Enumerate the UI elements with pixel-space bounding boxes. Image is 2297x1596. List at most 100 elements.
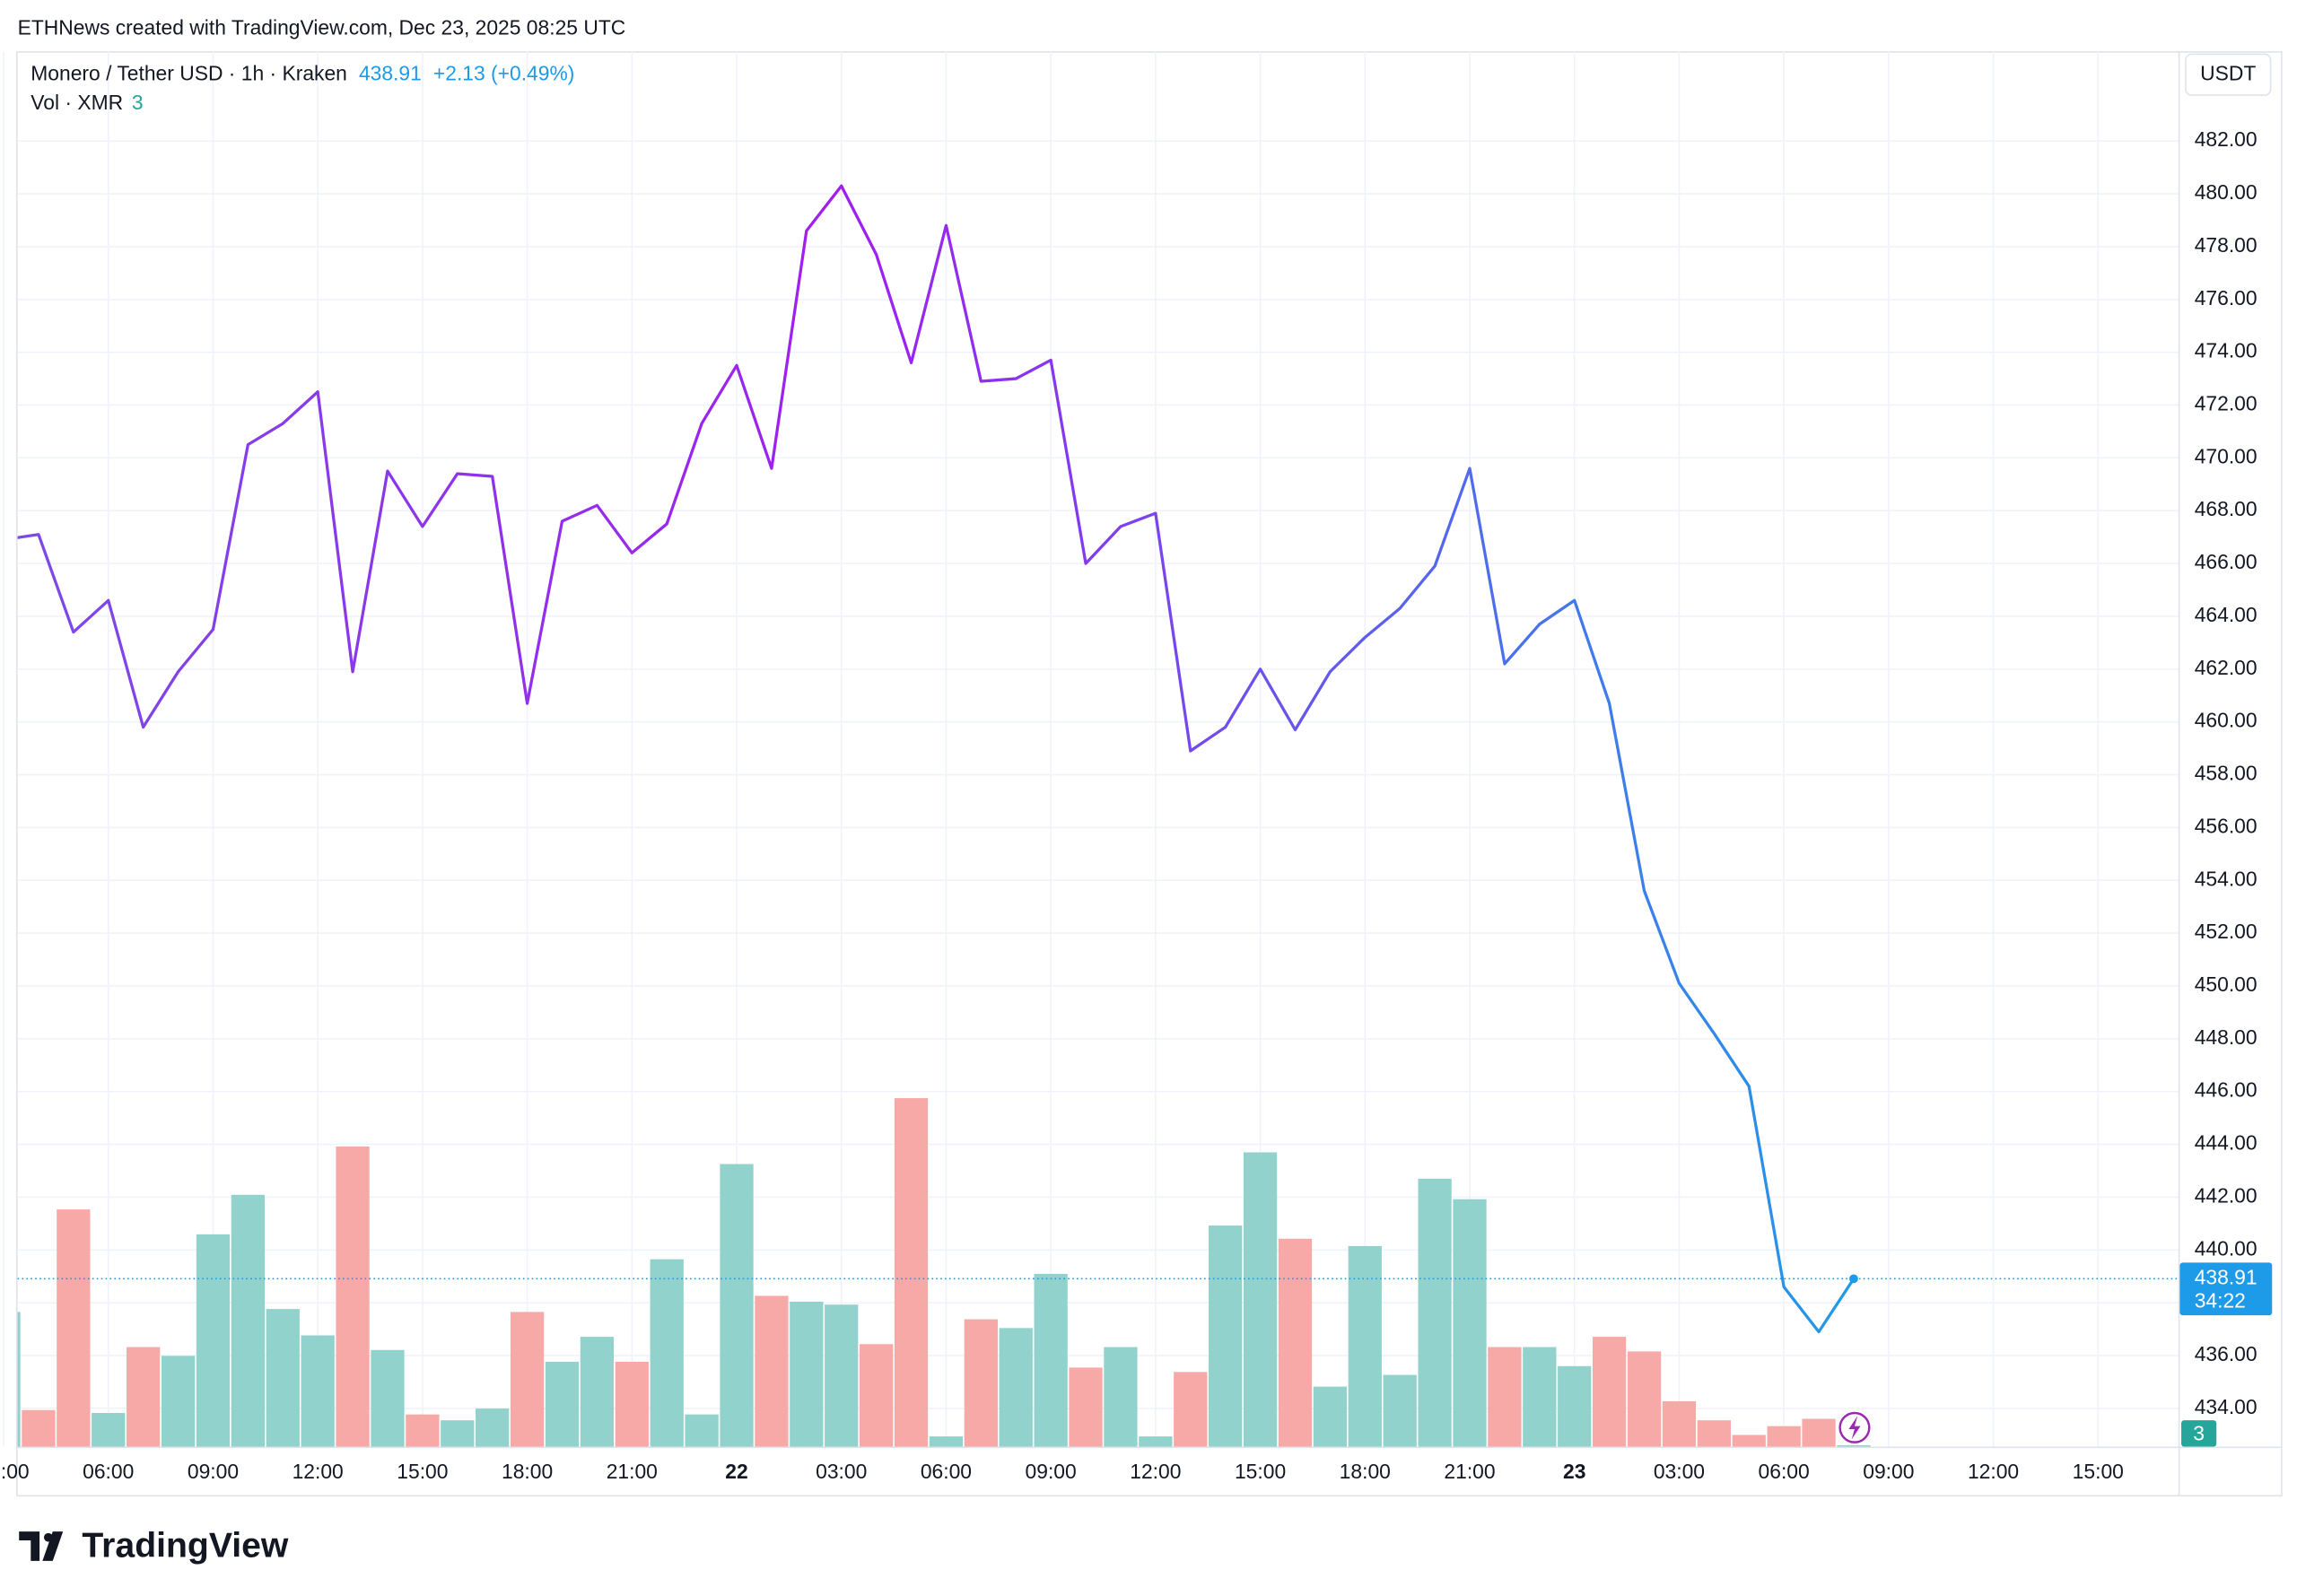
volume-bar: [1069, 1367, 1103, 1447]
last-price-dot: [1849, 1274, 1858, 1284]
y-tick-label: 462.00: [2195, 656, 2258, 679]
price-line: [17, 184, 1856, 1334]
volume-bar: [1278, 1238, 1313, 1447]
volume-bar: [476, 1408, 510, 1447]
volume-bar: [1209, 1225, 1243, 1447]
volume-bar: [1558, 1365, 1592, 1447]
y-tick-label: 452.00: [2195, 920, 2258, 943]
price-line-group: [17, 184, 1856, 1334]
volume-bar: [894, 1098, 929, 1447]
x-tick-label: 12:00: [293, 1460, 344, 1483]
volume-bar: [1418, 1178, 1452, 1447]
volume-bar: [1802, 1418, 1836, 1447]
x-tick-label: 06:00: [83, 1460, 134, 1483]
x-tick-label: 15:00: [1235, 1460, 1286, 1483]
x-tick-label: 12:00: [1130, 1460, 1181, 1483]
y-tick-label: 472.00: [2195, 392, 2258, 415]
axes: 434.00436.00438.00440.00442.00444.00446.…: [0, 127, 2258, 1483]
x-tick-label: 18:00: [502, 1460, 553, 1483]
currency-button[interactable]: [2185, 53, 2272, 96]
y-tick-label: 446.00: [2195, 1078, 2258, 1102]
volume-bar: [1697, 1420, 1731, 1447]
volume-bar: [615, 1361, 649, 1447]
price-tag: [2179, 1262, 2273, 1316]
volume-bar: [196, 1234, 231, 1447]
volume-bar: [720, 1164, 754, 1447]
volume-bar: [1383, 1374, 1417, 1447]
volume-bar: [17, 1312, 21, 1447]
volume-bar: [1488, 1347, 1522, 1447]
volume-bar: [1453, 1199, 1487, 1447]
chart-frame: [15, 51, 2283, 1497]
volume-bar: [127, 1347, 161, 1447]
volume-legend-value: 3: [132, 91, 144, 114]
alert-bolt[interactable]: [1848, 1416, 1861, 1440]
volume-bar: [790, 1301, 824, 1447]
price-tag-countdown: 34:22: [2195, 1288, 2246, 1312]
y-tick-label: 474.00: [2195, 339, 2258, 362]
volume-bar: [301, 1335, 335, 1447]
y-tick-label: 458.00: [2195, 762, 2258, 785]
volume-bar: [57, 1209, 91, 1447]
volume-bar: [825, 1304, 859, 1447]
x-tick-label: 23: [1563, 1460, 1585, 1483]
y-tick-label: 450.00: [2195, 972, 2258, 996]
volume-bar: [545, 1361, 580, 1447]
volume-bar: [650, 1259, 684, 1447]
volume-legend: Vol · XMR: [31, 91, 123, 114]
volume-bar: [1767, 1426, 1801, 1447]
volume-bar: [1313, 1386, 1348, 1447]
volume-bar: [859, 1344, 894, 1447]
y-tick-label: 466.00: [2195, 550, 2258, 573]
x-tick-label: 22: [725, 1460, 747, 1483]
volume-bar: [1174, 1372, 1208, 1447]
volume-bar: [1732, 1435, 1766, 1447]
volume-bar: [1523, 1347, 1557, 1447]
y-tick-label: 478.00: [2195, 233, 2258, 257]
logo-dot: [43, 1532, 53, 1542]
x-tick-label: 06:00: [921, 1460, 972, 1483]
logo: TradingView: [19, 1526, 289, 1565]
volume-bar: [161, 1356, 196, 1447]
volume-tag: [2181, 1420, 2217, 1447]
y-tick-label: 456.00: [2195, 814, 2258, 837]
volume-bar: [336, 1146, 370, 1447]
volume-bar: [1627, 1351, 1662, 1447]
x-tick-label: 09:00: [1863, 1460, 1914, 1483]
volume-bar: [441, 1420, 475, 1447]
volume-bar: [1139, 1436, 1173, 1447]
volume-bar: [964, 1319, 998, 1447]
grid: [3, 51, 2179, 1447]
y-tick-label: 460.00: [2195, 709, 2258, 732]
x-tick-label: 09:00: [188, 1460, 239, 1483]
volume-bar: [1662, 1400, 1697, 1447]
y-tick-label: 434.00: [2195, 1395, 2258, 1418]
volume-bar: [1348, 1245, 1382, 1447]
alert-icon[interactable]: [1838, 1411, 1871, 1443]
volume-bar: [755, 1295, 789, 1447]
y-tick-label: 468.00: [2195, 497, 2258, 520]
volume-bar: [371, 1349, 405, 1447]
volume-bar: [22, 1409, 56, 1447]
x-tick-label: 15:00: [397, 1460, 448, 1483]
volume-bar: [1837, 1444, 1871, 1447]
x-tick-label: 09:00: [1026, 1460, 1077, 1483]
y-tick-label: 442.00: [2195, 1183, 2258, 1207]
y-tick-label: 464.00: [2195, 603, 2258, 626]
y-tick-label: 448.00: [2195, 1025, 2258, 1049]
x-tick-label: 18:00: [1340, 1460, 1391, 1483]
volume-bar: [580, 1337, 615, 1447]
y-tick-label: 476.00: [2195, 286, 2258, 310]
volume-bar: [1104, 1347, 1138, 1447]
volume-bars: [17, 1098, 1871, 1447]
y-tick-label: 482.00: [2195, 127, 2258, 151]
legend-title: Monero / Tether USD · 1h · Kraken: [31, 61, 347, 84]
y-tick-label: 480.00: [2195, 180, 2258, 204]
x-tick-label: 12:00: [1968, 1460, 2019, 1483]
legend-price: 438.91: [359, 61, 422, 84]
currency-label[interactable]: USDT: [2200, 61, 2256, 84]
price-tag-value: 438.91: [2195, 1265, 2258, 1288]
x-tick-label: 06:00: [1759, 1460, 1810, 1483]
